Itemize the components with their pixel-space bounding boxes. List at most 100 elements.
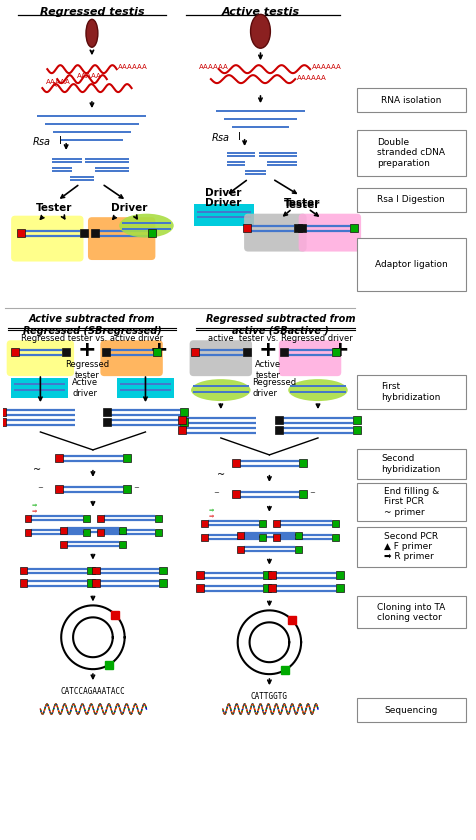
Bar — [92, 580, 99, 587]
Bar — [10, 378, 68, 398]
Bar — [62, 349, 70, 356]
Text: +: + — [78, 340, 96, 360]
Text: active  tester vs. Regressed driver: active tester vs. Regressed driver — [208, 334, 352, 344]
Bar — [159, 566, 167, 575]
Bar — [155, 515, 162, 522]
Bar — [352, 426, 360, 434]
Text: Active
tester: Active tester — [255, 360, 281, 380]
Bar — [273, 533, 280, 541]
Ellipse shape — [86, 19, 98, 47]
Bar — [103, 408, 110, 416]
Bar — [24, 528, 31, 536]
Text: Regressed tester vs. active driver: Regressed tester vs. active driver — [21, 334, 163, 344]
Bar — [80, 228, 88, 237]
FancyBboxPatch shape — [356, 483, 465, 521]
Bar — [92, 566, 99, 575]
Text: Active testis: Active testis — [221, 8, 299, 18]
FancyBboxPatch shape — [356, 596, 465, 628]
Bar — [122, 454, 130, 462]
Bar — [298, 223, 306, 232]
Bar — [236, 532, 243, 538]
Text: $Rsa$: $Rsa$ — [32, 135, 51, 147]
Bar — [231, 490, 239, 498]
FancyBboxPatch shape — [278, 340, 340, 376]
Bar — [298, 490, 307, 498]
Bar — [242, 349, 250, 356]
Bar — [180, 408, 188, 416]
Text: +: + — [150, 340, 169, 360]
Bar — [97, 515, 104, 522]
Text: Driver: Driver — [204, 197, 240, 207]
Bar — [259, 520, 266, 527]
FancyBboxPatch shape — [356, 449, 465, 479]
FancyBboxPatch shape — [100, 340, 162, 376]
Text: Regressed testis: Regressed testis — [40, 8, 144, 18]
Text: I: I — [237, 132, 240, 142]
Text: Regressed
tester: Regressed tester — [65, 360, 109, 380]
Bar — [87, 580, 95, 587]
Text: ~: ~ — [212, 490, 218, 496]
Text: End filling &
First PCR
~ primer: End filling & First PCR ~ primer — [383, 487, 438, 517]
Bar — [263, 571, 271, 580]
FancyBboxPatch shape — [7, 340, 74, 376]
FancyBboxPatch shape — [298, 213, 360, 251]
Text: Driver: Driver — [204, 187, 240, 197]
Bar — [119, 541, 125, 548]
Text: +: + — [258, 340, 277, 360]
Text: Second PCR
▲ F primer
➡ R primer: Second PCR ▲ F primer ➡ R primer — [383, 532, 437, 561]
Bar — [242, 223, 250, 232]
Bar — [55, 454, 63, 462]
Bar — [122, 485, 130, 493]
Text: ~: ~ — [133, 485, 139, 491]
Bar — [275, 426, 283, 434]
Bar — [331, 520, 338, 527]
Bar — [259, 533, 266, 541]
Bar — [196, 571, 204, 580]
Bar — [0, 408, 6, 416]
Bar — [17, 228, 24, 237]
Text: ~: ~ — [308, 490, 314, 496]
Text: CATTGGTG: CATTGGTG — [250, 692, 288, 701]
Bar — [103, 418, 110, 426]
Bar — [331, 349, 339, 356]
Bar — [191, 349, 198, 356]
Text: AAAAAA: AAAAAA — [198, 64, 228, 71]
Bar — [155, 528, 162, 536]
Text: AAAAAA: AAAAAA — [311, 64, 341, 71]
Bar — [0, 418, 6, 426]
Bar — [91, 228, 99, 237]
Text: Regressed
driver: Regressed driver — [252, 378, 296, 398]
FancyBboxPatch shape — [189, 340, 251, 376]
Bar — [159, 580, 167, 587]
Ellipse shape — [119, 213, 173, 238]
Bar — [331, 533, 338, 541]
Text: Cloning into TA
cloning vector: Cloning into TA cloning vector — [376, 602, 445, 622]
Bar — [298, 459, 307, 467]
Bar — [180, 418, 188, 426]
Text: +: + — [330, 340, 348, 360]
Text: I: I — [59, 136, 62, 146]
Text: ~: ~ — [37, 485, 43, 491]
Bar — [295, 532, 301, 538]
FancyBboxPatch shape — [244, 213, 306, 251]
Text: Active
driver: Active driver — [72, 378, 98, 398]
Bar — [117, 378, 174, 398]
Text: Driver: Driver — [111, 202, 148, 213]
Bar — [335, 571, 343, 580]
Text: Active subtracted from
Regressed (SBregressed): Active subtracted from Regressed (SBregr… — [22, 314, 161, 336]
Bar — [102, 349, 109, 356]
Bar — [24, 515, 31, 522]
Text: ⇒: ⇒ — [208, 514, 213, 518]
FancyBboxPatch shape — [356, 88, 465, 112]
Text: Tester: Tester — [36, 202, 72, 213]
Bar — [178, 426, 186, 434]
Text: AAAAAA: AAAAAA — [118, 64, 147, 71]
Bar — [178, 416, 186, 424]
Bar — [60, 527, 67, 533]
Bar — [119, 527, 125, 533]
Bar — [352, 416, 360, 424]
Text: ⇒: ⇒ — [32, 509, 37, 514]
FancyBboxPatch shape — [356, 130, 465, 176]
Text: Adaaptor1: Adaaptor1 — [373, 258, 416, 267]
Text: $Rsa$: $Rsa$ — [210, 131, 229, 143]
